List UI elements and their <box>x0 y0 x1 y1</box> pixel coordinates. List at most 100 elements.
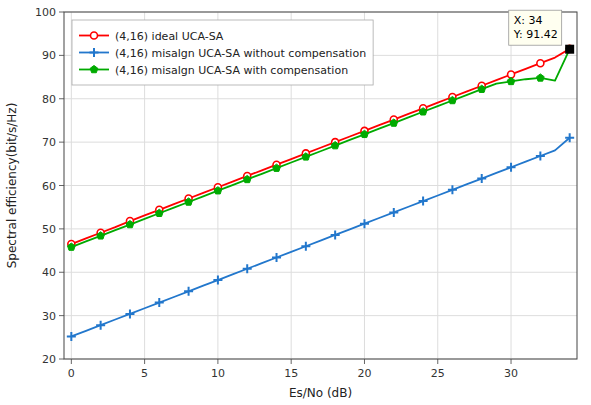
tick-x <box>291 359 292 364</box>
tick-x <box>437 359 438 364</box>
series-marker <box>213 276 222 285</box>
tick-label-y: 20 <box>42 353 56 366</box>
series-marker <box>448 185 457 194</box>
tick-label-y: 80 <box>42 93 56 106</box>
series-marker <box>536 152 545 161</box>
y-axis-label: Spectral efficiency(bit/s/Hz) <box>5 103 19 269</box>
series-marker <box>214 187 222 194</box>
series-marker <box>68 243 76 250</box>
grid-line-y <box>64 98 577 99</box>
series <box>67 133 574 341</box>
grid-line-y <box>64 142 577 143</box>
legend: (4,16) ideal UCA-SA (4,16) misalgn UCA-SA… <box>72 20 373 85</box>
series <box>68 45 574 250</box>
series-marker <box>273 164 281 171</box>
legend-frame <box>72 20 373 85</box>
tick-label-y: 70 <box>42 136 56 149</box>
tick-x <box>144 359 145 364</box>
tick-x <box>217 359 218 364</box>
tick-label-x: 15 <box>284 367 298 380</box>
tick-label-y: 30 <box>42 310 56 323</box>
tick-x <box>71 359 72 364</box>
series-marker <box>389 208 398 217</box>
tick-label-y: 90 <box>42 49 56 62</box>
legend-label: (4,16) ideal UCA-SA <box>115 30 224 43</box>
plot-frame <box>64 12 577 359</box>
series-marker <box>537 60 544 67</box>
series-marker <box>96 321 105 330</box>
series-marker <box>155 298 164 307</box>
series-marker <box>184 287 193 296</box>
tick-label-x: 5 <box>141 367 148 380</box>
series-marker <box>537 74 545 81</box>
series-marker <box>331 230 340 239</box>
series-marker <box>272 253 281 262</box>
legend-label: (4,16) misalgn UCA-SA without compensati… <box>115 47 366 60</box>
x-axis-label: Es/No (dB) <box>289 386 352 400</box>
series-marker <box>125 309 134 318</box>
grid-line-y <box>64 185 577 186</box>
series-marker <box>419 197 428 206</box>
tick-y <box>59 12 64 13</box>
legend-swatch-marker <box>90 66 98 73</box>
series-marker <box>97 232 105 239</box>
series-marker <box>243 175 251 182</box>
series-marker <box>302 153 310 160</box>
tick-label-x: 30 <box>504 367 518 380</box>
annotation-box <box>509 10 562 45</box>
series-marker <box>331 142 339 149</box>
series-marker <box>155 209 163 216</box>
legend-item: (4,16) ideal UCA-SA <box>79 30 224 43</box>
annotation-text: X: 34Y: 91.42 <box>513 14 558 41</box>
grid-line-y <box>64 272 577 273</box>
series-marker <box>185 198 193 205</box>
tick-y <box>59 228 64 229</box>
tick-label-x: 10 <box>211 367 225 380</box>
series-marker <box>243 264 252 273</box>
legend-item: (4,16) misalgn UCA-SA with compensation <box>79 64 348 77</box>
series-marker <box>361 130 369 137</box>
annotation-line: Y: 91.42 <box>513 28 558 41</box>
series-marker <box>390 119 398 126</box>
tick-y <box>59 315 64 316</box>
tick-y <box>59 55 64 56</box>
annotation: X: 34Y: 91.42 <box>509 10 562 45</box>
tick-x <box>364 359 365 364</box>
grid <box>64 12 577 359</box>
tick-y <box>59 142 64 143</box>
tick-x <box>511 359 512 364</box>
tick-label-x: 20 <box>357 367 371 380</box>
series-marker <box>419 108 427 115</box>
annotation-line: X: 34 <box>514 14 543 27</box>
tick-y <box>59 185 64 186</box>
series-marker <box>449 96 457 103</box>
series-marker <box>67 332 76 341</box>
data <box>67 45 574 341</box>
tick-label-y: 40 <box>42 266 56 279</box>
series-line <box>71 138 569 337</box>
tick-y <box>59 272 64 273</box>
tick-label-y: 60 <box>42 180 56 193</box>
legend-item: (4,16) misalgn UCA-SA without compensati… <box>79 47 366 60</box>
series-marker <box>360 219 369 228</box>
tick-y <box>59 98 64 99</box>
series <box>68 45 573 247</box>
series-marker <box>477 174 486 183</box>
series-marker <box>507 163 516 172</box>
tick-label-y: 100 <box>35 6 56 19</box>
legend-swatch-marker <box>90 48 99 57</box>
series-marker <box>507 77 515 84</box>
grid-line-y <box>64 228 577 229</box>
plot-background <box>64 12 577 359</box>
annotation-point <box>565 45 574 54</box>
tick-label-x: 25 <box>431 367 445 380</box>
tick-y <box>59 359 64 360</box>
series-marker <box>478 85 486 92</box>
tick-label-x: 0 <box>68 367 75 380</box>
legend-label: (4,16) misalgn UCA-SA with compensation <box>115 64 348 77</box>
tick-label-y: 50 <box>42 223 56 236</box>
series-marker <box>565 133 574 142</box>
series-marker <box>301 242 310 251</box>
grid-line-y <box>64 315 577 316</box>
legend-swatch-marker <box>91 32 98 39</box>
